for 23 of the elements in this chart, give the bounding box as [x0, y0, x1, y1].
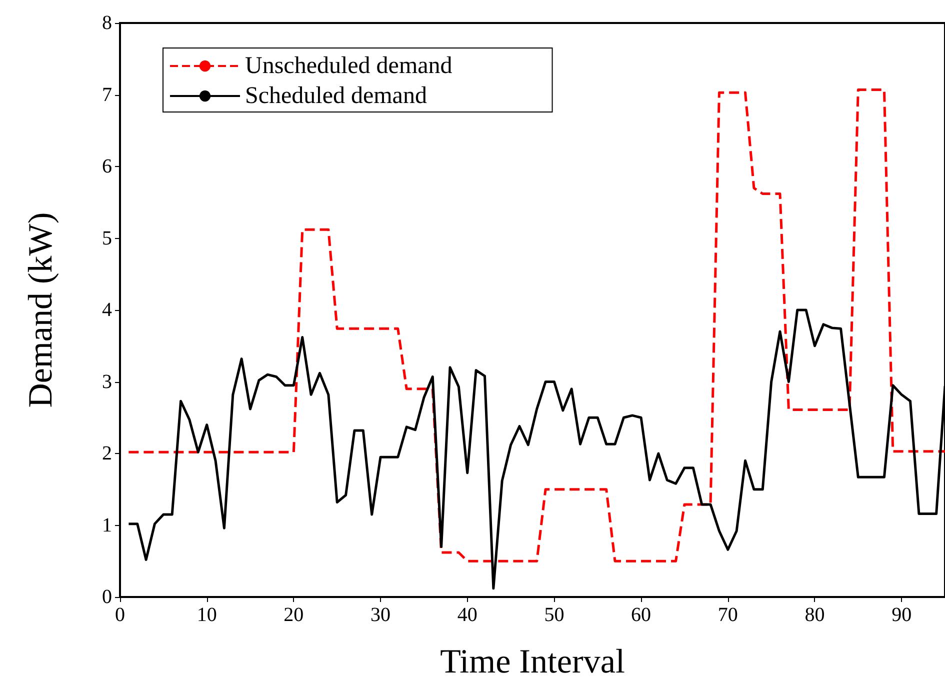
y-tick-label: 8 — [102, 12, 112, 34]
x-tick-label: 90 — [892, 604, 912, 626]
x-tick-label: 80 — [804, 604, 825, 626]
y-tick-label: 1 — [102, 514, 112, 536]
y-tick-label: 7 — [102, 84, 112, 106]
x-tick-label: 40 — [457, 604, 478, 626]
legend-label: Scheduled demand — [245, 83, 427, 109]
y-tick-label: 6 — [102, 156, 112, 178]
x-tick-label: 70 — [718, 604, 738, 626]
legend-label: Unscheduled demand — [245, 53, 452, 79]
x-tick-label: 10 — [196, 604, 217, 626]
y-tick-label: 4 — [102, 299, 112, 321]
line-series — [127, 88, 945, 562]
y-tick-label: 0 — [102, 586, 112, 608]
x-tick-label: 20 — [284, 604, 304, 626]
x-tick-label: 50 — [544, 604, 564, 626]
y-tick-label: 2 — [102, 442, 112, 464]
x-tick-label: 60 — [631, 604, 652, 626]
y-tick-label: 3 — [102, 370, 112, 393]
x-tick-label: 30 — [370, 604, 391, 626]
y-tick-label: 5 — [102, 227, 112, 250]
x-axis-title: Time Interval — [440, 644, 625, 680]
y-axis-title: Demand (kW) — [22, 212, 60, 408]
